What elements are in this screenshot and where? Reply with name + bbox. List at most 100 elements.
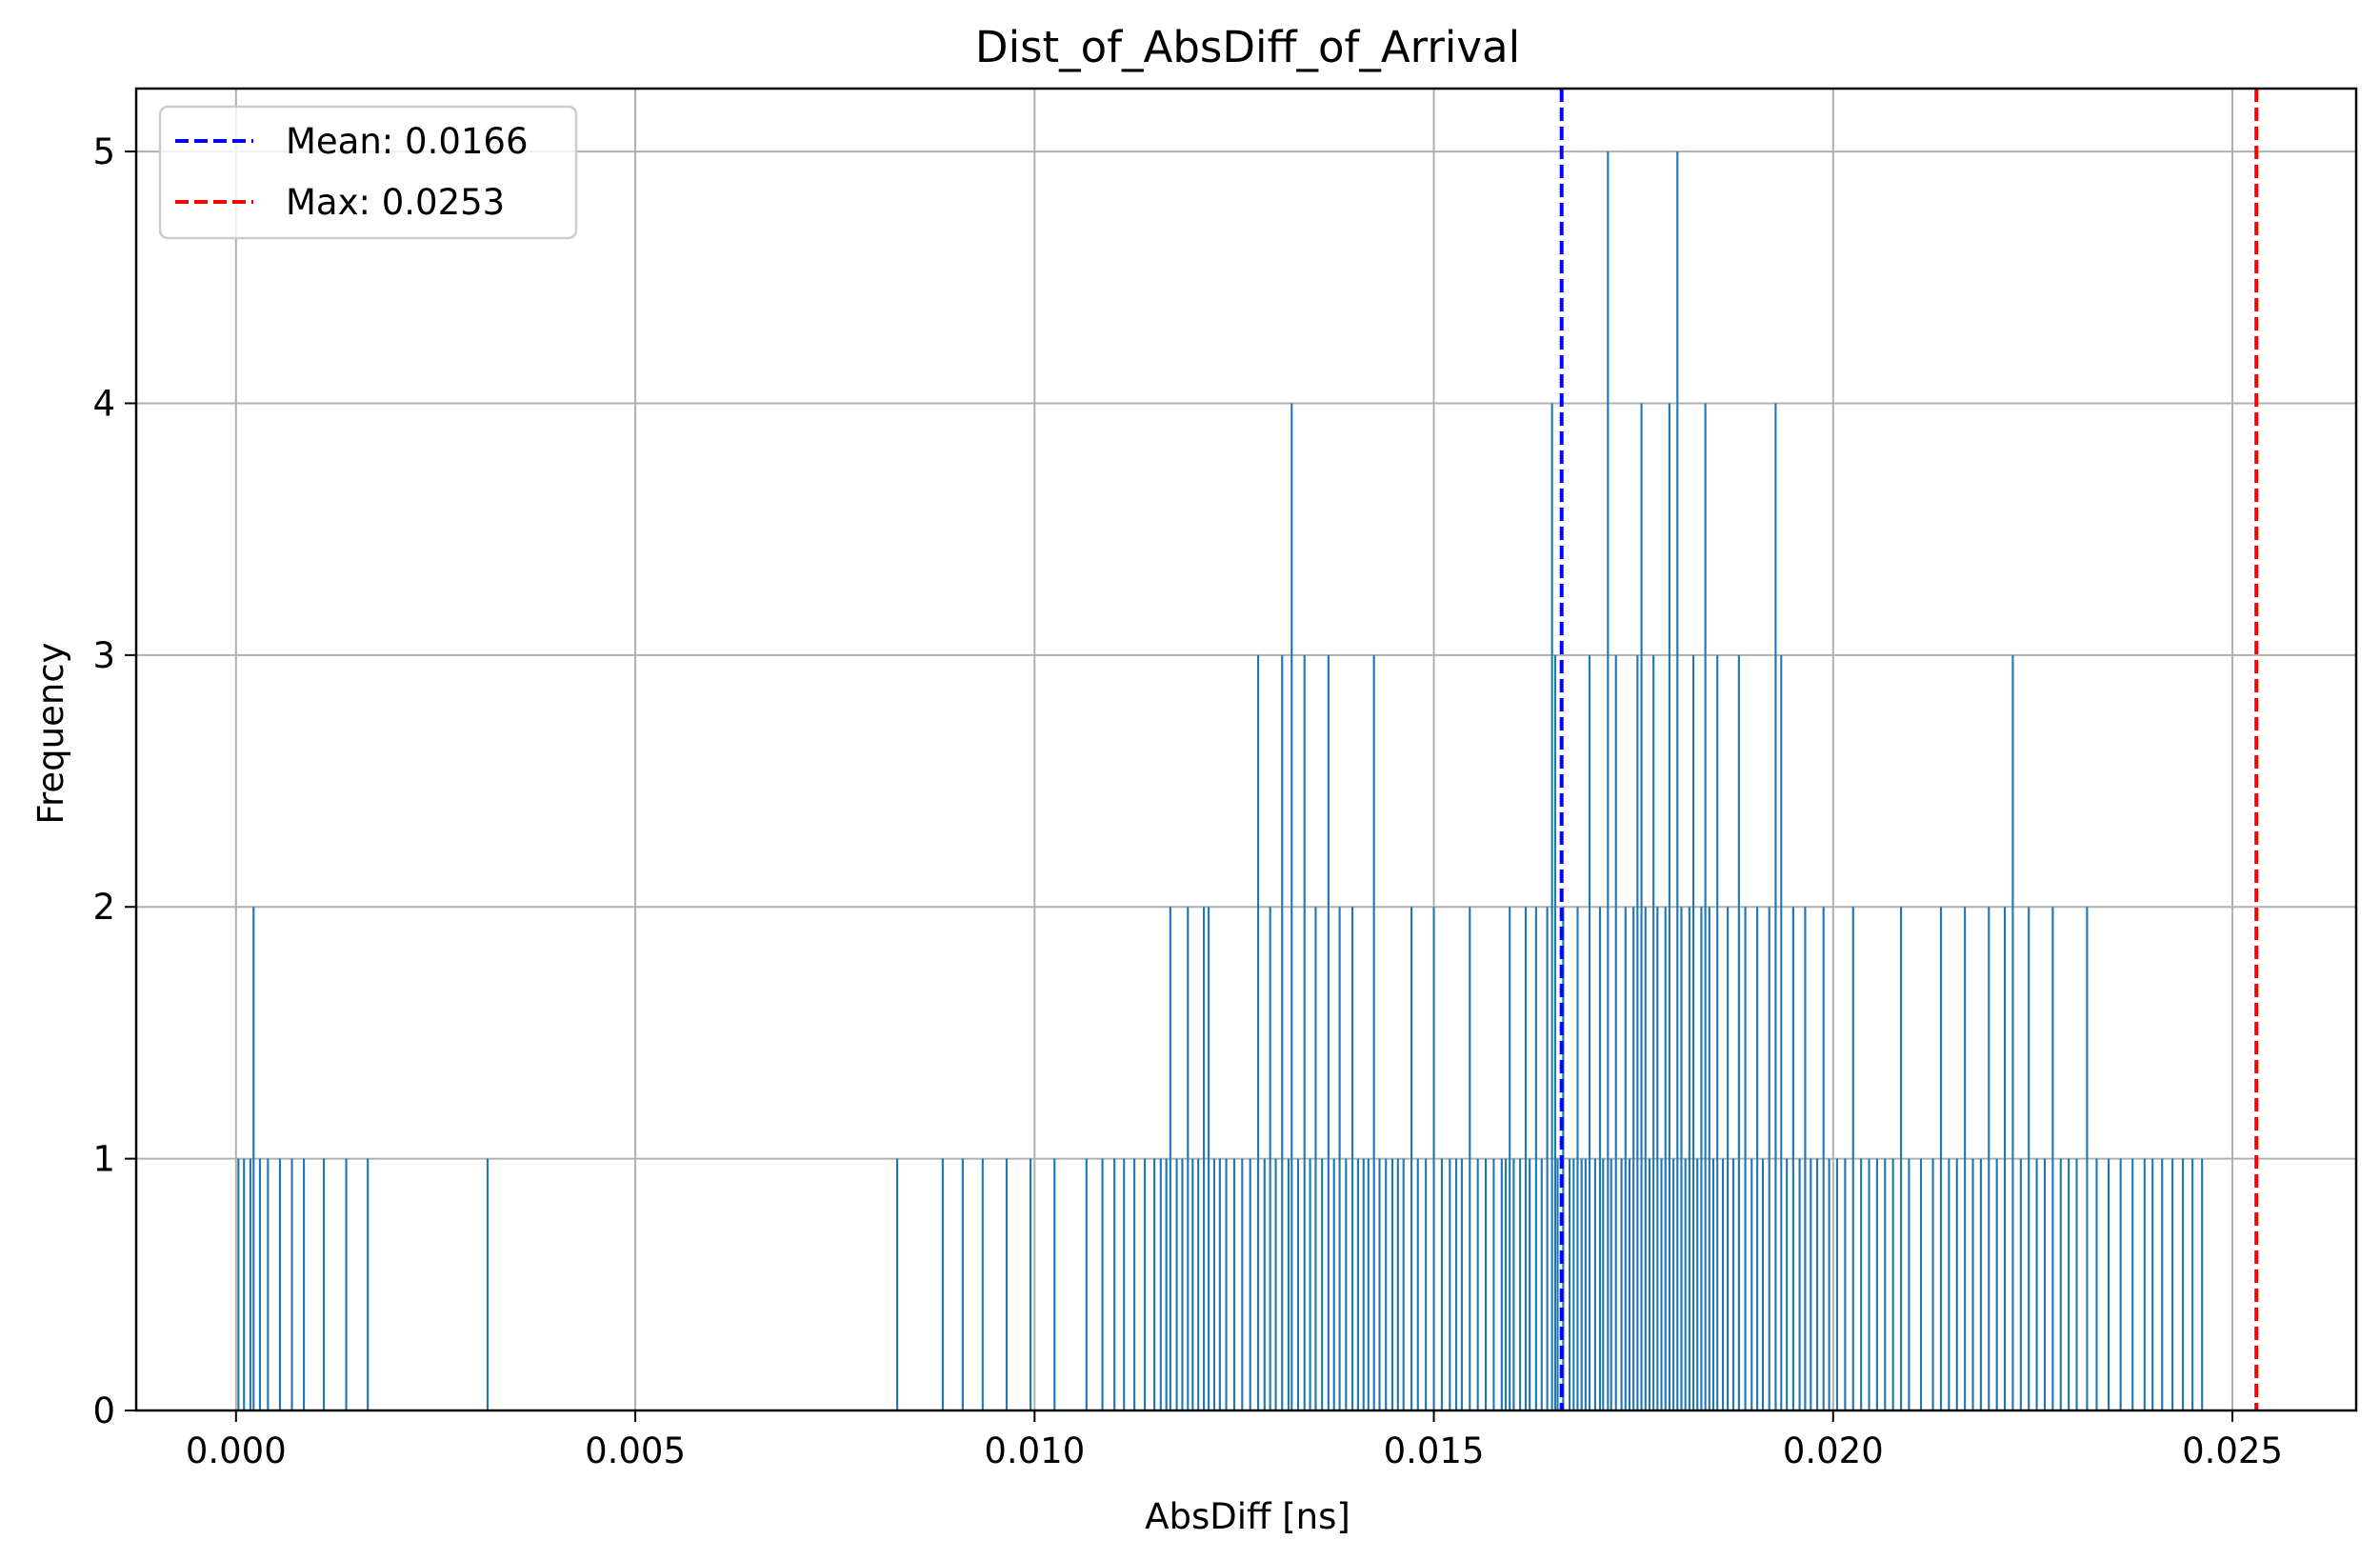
histogram-bar	[2151, 1158, 2154, 1410]
histogram-bar	[1672, 1158, 1675, 1410]
histogram-bar	[1891, 1158, 1894, 1410]
histogram-bar	[1610, 1158, 1612, 1410]
histogram-bar	[2161, 1158, 2164, 1410]
histogram-bar	[2095, 1158, 2098, 1410]
histogram-bar	[2131, 1158, 2134, 1410]
histogram-bar	[1644, 907, 1647, 1410]
histogram-bar	[2181, 1158, 2185, 1410]
x-tick-label: 0.020	[1783, 1430, 1884, 1471]
histogram-bar	[1175, 1158, 1178, 1410]
histogram-bar	[1804, 907, 1807, 1410]
histogram-bar	[1835, 1158, 1839, 1410]
x-tick-label: 0.005	[585, 1430, 686, 1471]
histogram-bar	[1492, 1158, 1495, 1410]
histogram-bar	[1688, 907, 1690, 1410]
histogram-bar	[1454, 1158, 1458, 1410]
histogram-bar	[2043, 1158, 2047, 1410]
histogram-bar	[1191, 1158, 1194, 1410]
histogram-bar	[1939, 907, 1943, 1410]
histogram-bar	[1218, 1158, 1221, 1410]
histogram-bar	[237, 1158, 240, 1410]
histogram-bar	[1620, 1158, 1623, 1410]
histogram-bar	[1425, 1158, 1428, 1410]
histogram-bar	[1851, 907, 1854, 1410]
histogram-bar	[1624, 907, 1627, 1410]
histogram-bar	[243, 1158, 246, 1410]
histogram-bar	[1524, 907, 1528, 1410]
y-tick-label: 0	[92, 1390, 115, 1431]
histogram-bar	[1274, 1158, 1277, 1410]
histogram-bar	[1756, 907, 1759, 1410]
histogram-bar	[1187, 907, 1190, 1410]
histogram-bar	[1553, 654, 1557, 1410]
histogram-bar	[1512, 1158, 1515, 1410]
histogram-bar	[1636, 654, 1639, 1410]
histogram-bar	[1534, 907, 1537, 1410]
y-axis-label: Frequency	[30, 642, 71, 824]
histogram-bar	[1628, 1158, 1631, 1410]
histogram-bar	[2004, 907, 2007, 1410]
histogram-bar	[1676, 151, 1679, 1411]
histogram-bar	[1385, 1158, 1388, 1410]
histogram-bar	[2011, 654, 2014, 1410]
legend-box	[158, 105, 578, 240]
histogram-bar	[2059, 1158, 2062, 1410]
y-tick-label: 2	[92, 887, 115, 928]
histogram-bar	[1085, 1158, 1088, 1410]
histogram-bar	[1241, 1158, 1244, 1410]
histogram-bar	[1101, 1158, 1104, 1410]
histogram-bar	[1540, 1158, 1543, 1410]
histogram-bar	[322, 1158, 326, 1410]
histogram-bar	[1005, 1158, 1009, 1410]
histogram-bar	[1761, 1158, 1765, 1410]
histogram-bar	[1432, 907, 1435, 1410]
histogram-bar	[1750, 1158, 1753, 1410]
histogram-bar	[1584, 1158, 1587, 1410]
chart-title: Dist_of_AbsDiff_of_Arrival	[975, 22, 1520, 72]
histogram-bar	[290, 1158, 293, 1410]
histogram-bar	[1519, 1158, 1522, 1410]
histogram-bar	[1181, 1158, 1184, 1410]
histogram-bar	[1822, 907, 1825, 1410]
histogram-bar	[1249, 1158, 1251, 1410]
histogram-bar	[1550, 403, 1553, 1410]
histogram-bar	[1640, 403, 1643, 1410]
histogram-bar	[1593, 1158, 1596, 1410]
histogram-bar	[2035, 1158, 2038, 1410]
histogram-bar	[1731, 1158, 1735, 1410]
y-tick-label: 5	[92, 131, 115, 172]
y-tick-label: 3	[92, 635, 115, 676]
reference-lines	[1559, 89, 2259, 1410]
histogram-bar	[1030, 1158, 1032, 1410]
histogram-bar	[2171, 1158, 2174, 1410]
histogram-bar	[1296, 1158, 1300, 1410]
histogram-bar	[1410, 907, 1413, 1410]
y-tick-label: 4	[92, 383, 115, 424]
histogram-bar	[1290, 403, 1293, 1410]
histogram-bar	[1569, 1158, 1571, 1410]
histogram-bar	[1053, 1158, 1056, 1410]
histogram-bar	[2019, 1158, 2022, 1410]
histogram-bar	[1113, 1158, 1116, 1410]
histogram-bar	[486, 1158, 489, 1410]
histogram-bar	[1696, 1158, 1699, 1410]
histogram-bar	[1416, 1158, 1419, 1410]
histogram-bar	[1810, 1158, 1812, 1410]
histogram-bar	[1449, 1158, 1451, 1410]
histogram-bar	[1656, 907, 1659, 1410]
histogram-bar	[2086, 907, 2089, 1410]
histogram-bar	[1580, 1158, 1583, 1410]
legend-max-label: Max: 0.0253	[286, 182, 505, 223]
histogram-bar	[1614, 654, 1617, 1410]
histogram-bar	[267, 1158, 270, 1410]
histogram-bar	[1602, 1158, 1605, 1410]
histogram-bar	[1350, 907, 1354, 1410]
histogram-bar	[1469, 907, 1471, 1410]
histogram-bar	[1786, 1158, 1789, 1410]
histogram-bar	[1700, 907, 1703, 1410]
histogram-bar	[1908, 1158, 1910, 1410]
histogram-bar	[1327, 654, 1330, 1410]
histogram-bar	[1556, 1158, 1559, 1410]
histogram-bar	[1744, 907, 1747, 1410]
